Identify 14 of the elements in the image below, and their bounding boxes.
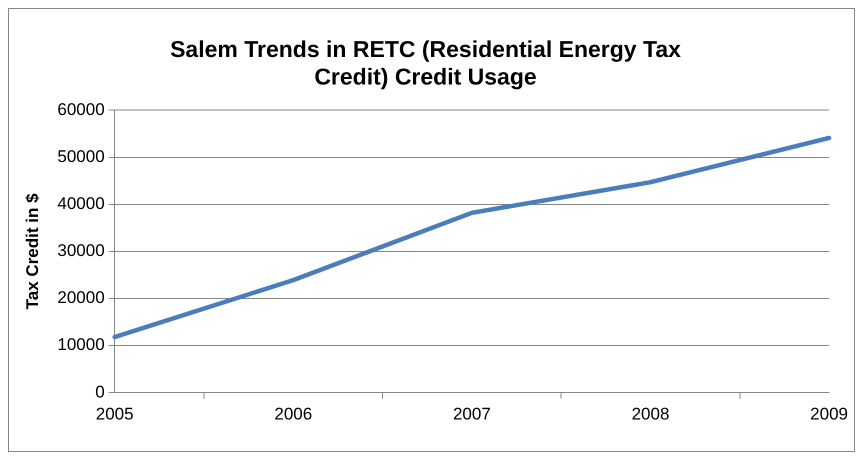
x-tick-label: 2009 — [810, 404, 848, 424]
chart-title: Salem Trends in RETC (Residential Energy Tax Credit) Credit Usage — [170, 36, 682, 90]
x-tick-label: 2005 — [96, 404, 134, 424]
y-tick-label: 60000 — [57, 100, 105, 119]
y-axis-title: Tax Credit in $ — [22, 192, 42, 310]
y-tick-label: 0 — [95, 382, 105, 402]
y-tick-label: 50000 — [57, 146, 105, 166]
y-tick-label: 40000 — [57, 194, 105, 214]
y-tick-label: 10000 — [57, 335, 105, 354]
x-tick-label: 2007 — [452, 404, 491, 424]
x-tick-label: 2006 — [274, 404, 312, 424]
y-tick-label: 30000 — [57, 241, 105, 260]
y-tick-label: 20000 — [57, 288, 105, 308]
x-tick-label: 2008 — [632, 404, 670, 424]
